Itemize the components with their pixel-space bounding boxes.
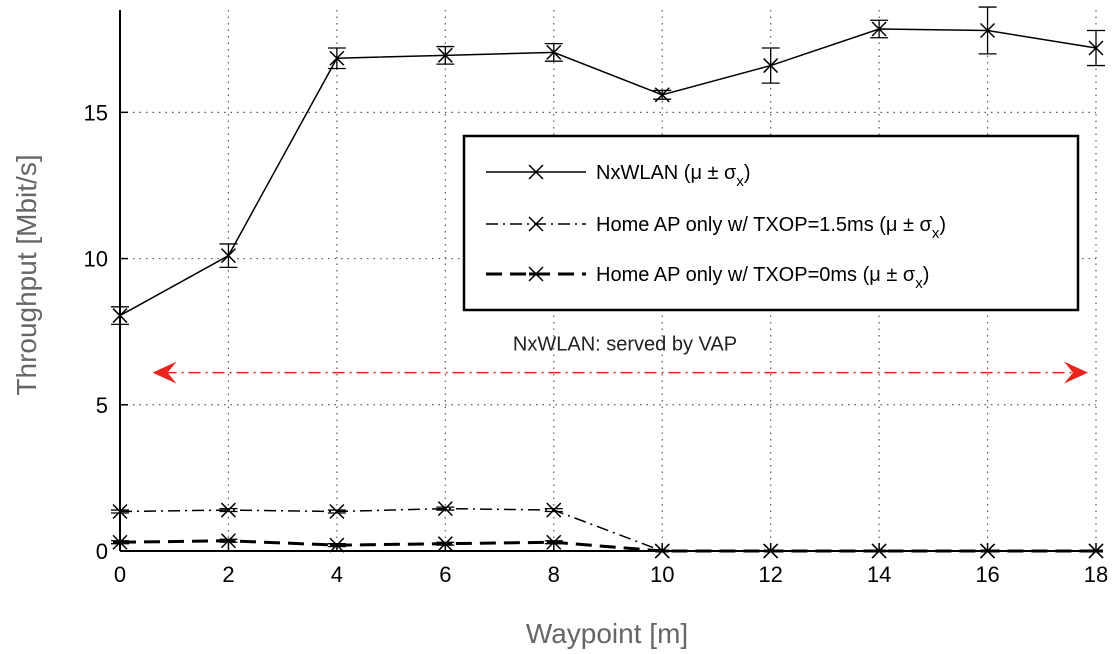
data-point bbox=[112, 503, 128, 520]
annotation-label: NxWLAN: served by VAP bbox=[513, 334, 737, 356]
data-point bbox=[980, 22, 996, 39]
x-tick-label: 16 bbox=[975, 562, 999, 587]
annotation-arrowhead-left bbox=[152, 361, 177, 384]
x-tick-label: 14 bbox=[867, 562, 891, 587]
data-point bbox=[220, 248, 236, 264]
x-tick-label: 12 bbox=[758, 562, 782, 587]
data-point bbox=[329, 50, 345, 66]
series-2 bbox=[111, 533, 1104, 559]
x-axis-title: Waypoint [m] bbox=[526, 618, 688, 649]
x-tick-label: 18 bbox=[1084, 562, 1108, 587]
data-point bbox=[654, 87, 670, 103]
legend-marker bbox=[528, 164, 544, 180]
legend-label: Home AP only w/ TXOP=1.5ms (μ ± σx) bbox=[596, 214, 946, 242]
data-point bbox=[437, 47, 453, 63]
y-tick-label: 15 bbox=[84, 100, 108, 125]
data-point bbox=[871, 21, 887, 37]
legend-box bbox=[462, 134, 1080, 312]
legend: NxWLAN (μ ± σx) Home AP only w/ TXOP=1.5m… bbox=[462, 134, 1080, 312]
series-1 bbox=[111, 501, 1104, 559]
tick-labels: 0 2 4 6 8 10 12 14 16 18 0 5 10 15 bbox=[84, 100, 1109, 587]
y-tick-label: 0 bbox=[96, 539, 108, 564]
legend-label: Home AP only w/ TXOP=0ms (μ ± σx) bbox=[596, 264, 929, 292]
y-tick-label: 10 bbox=[84, 247, 108, 272]
annotation-arrowhead-right bbox=[1064, 361, 1088, 384]
series-layer bbox=[111, 6, 1105, 559]
data-point bbox=[220, 502, 236, 518]
x-tick-label: 2 bbox=[222, 562, 234, 587]
data-point bbox=[112, 308, 128, 324]
series-line bbox=[119, 28, 1097, 317]
y-axis-title: Throughput [Mbit/s] bbox=[11, 154, 42, 395]
legend-label: NxWLAN (μ ± σx) bbox=[596, 162, 751, 190]
data-point bbox=[546, 44, 562, 60]
x-tick-label: 10 bbox=[650, 562, 674, 587]
data-point bbox=[437, 501, 453, 517]
y-tick-label: 5 bbox=[96, 393, 108, 418]
series-0 bbox=[111, 6, 1105, 326]
data-point bbox=[1088, 40, 1104, 56]
data-point bbox=[329, 503, 345, 520]
x-tick-label: 0 bbox=[114, 562, 126, 587]
x-tick-label: 4 bbox=[331, 562, 343, 587]
annotation-layer: NxWLAN: served by VAP bbox=[152, 334, 1088, 384]
legend-marker bbox=[528, 216, 544, 232]
series-line bbox=[119, 539, 1096, 553]
x-tick-label: 6 bbox=[439, 562, 451, 587]
data-point bbox=[763, 58, 779, 74]
x-tick-label: 8 bbox=[548, 562, 560, 587]
data-point bbox=[546, 502, 562, 518]
series-line bbox=[119, 507, 1096, 552]
